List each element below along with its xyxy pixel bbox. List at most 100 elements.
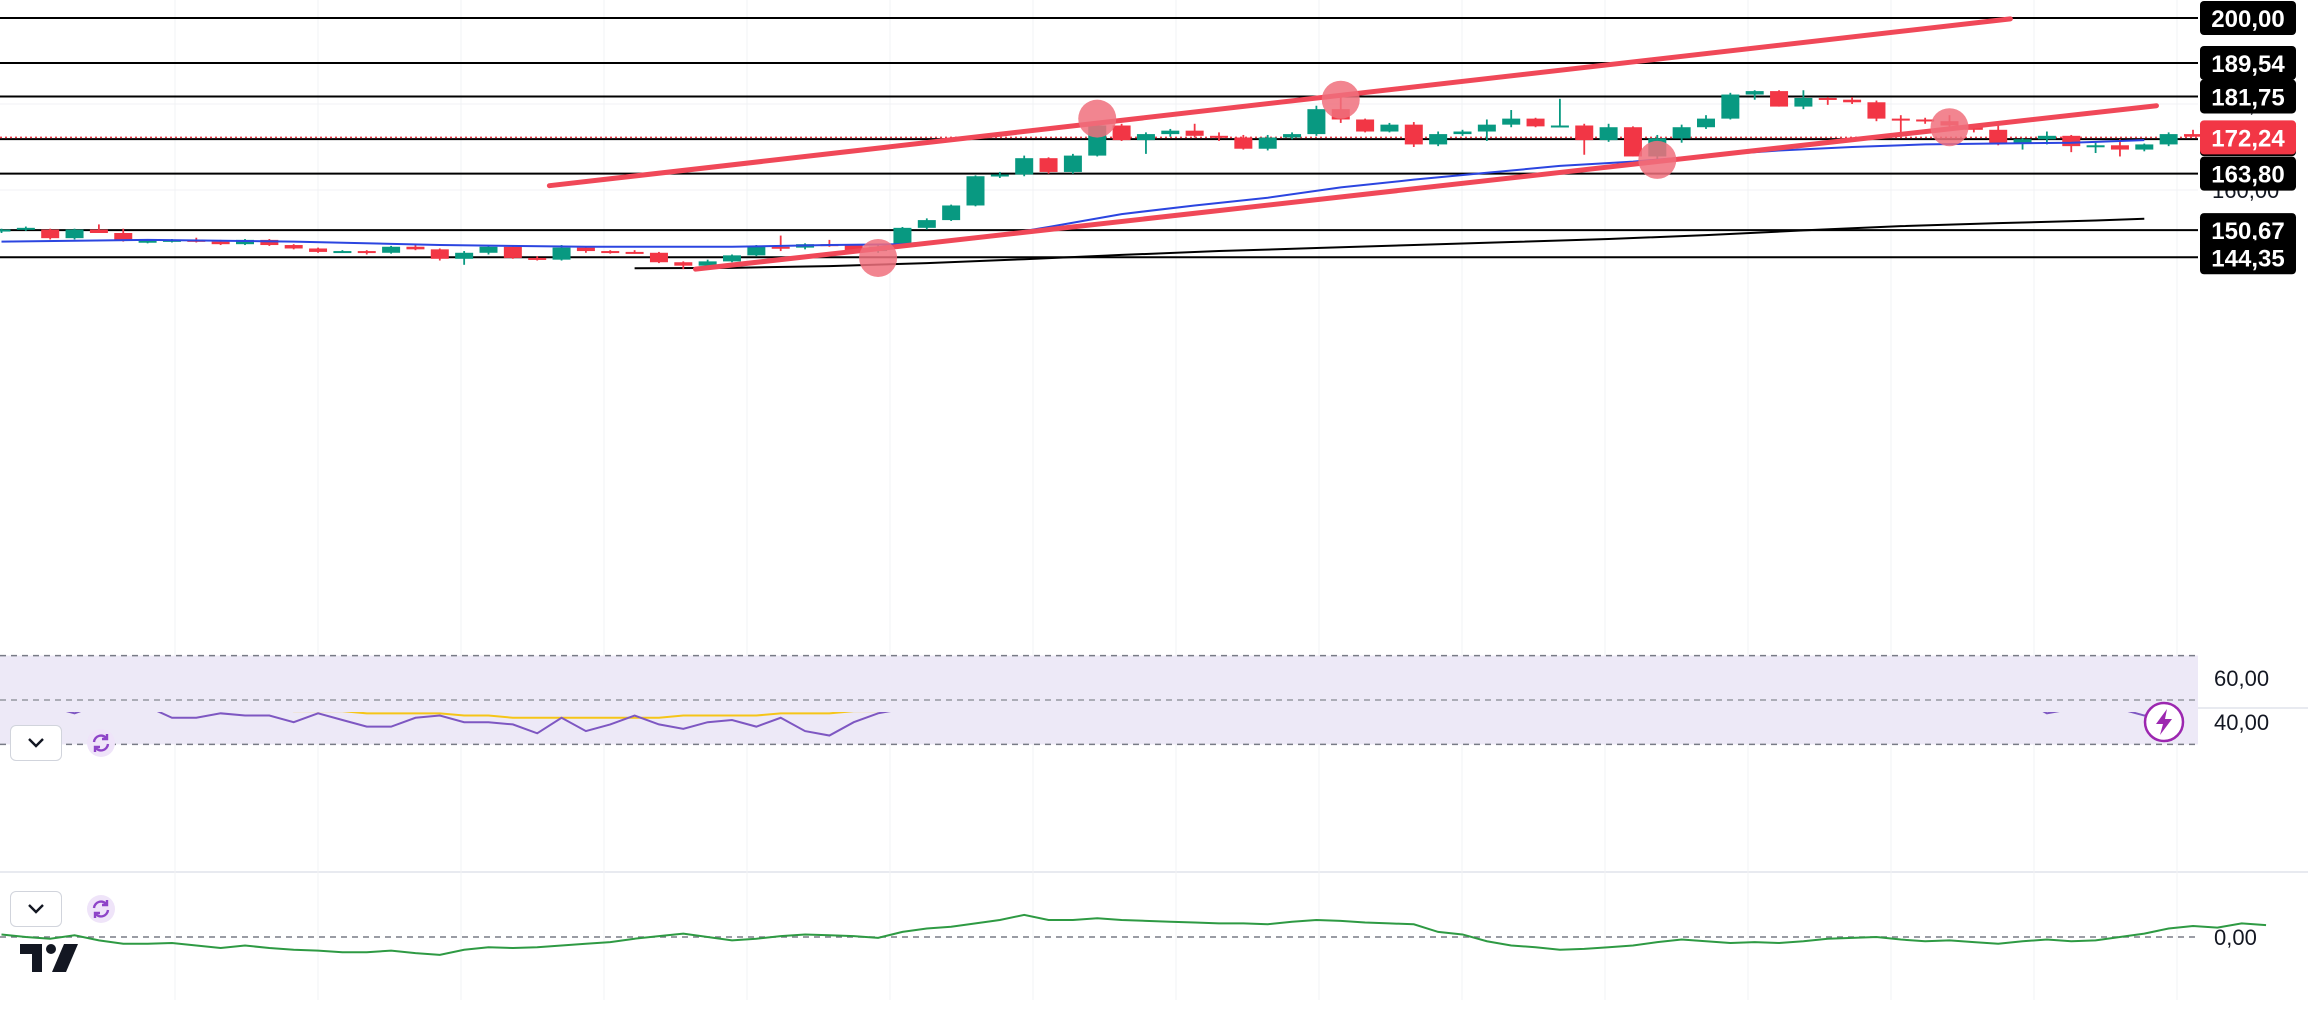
candle-body: [2135, 144, 2154, 150]
candle-body: [41, 229, 60, 239]
rsi-pane-sync-button[interactable]: [83, 725, 119, 761]
rsi-pane-toggle-button[interactable]: [10, 725, 62, 761]
candle-body: [138, 240, 157, 243]
macd-line: [1, 913, 2267, 956]
level-price-tag: 200,00: [2211, 6, 2284, 33]
macd-pane-sync-button[interactable]: [83, 891, 119, 927]
candle-body: [2062, 135, 2081, 147]
candle-body: [357, 251, 376, 254]
candle-body: [479, 246, 498, 253]
candle-body: [1526, 118, 1545, 127]
candle-body: [1550, 125, 1569, 128]
candle-body: [576, 247, 595, 252]
candle-body: [2184, 134, 2202, 137]
candle-body: [16, 227, 35, 230]
candle-body: [1185, 130, 1204, 136]
candle-body: [333, 251, 352, 254]
level-price-tag-bg: [2200, 213, 2296, 248]
candle-body: [236, 239, 254, 245]
candle-body: [0, 229, 11, 232]
candle-body: [284, 245, 303, 249]
level-price-tag: 189,54: [2211, 51, 2285, 78]
candle-body: [89, 229, 108, 233]
candle-body: [2110, 145, 2129, 150]
chevron-down-icon: [28, 738, 44, 748]
channel-touch-marker: [1638, 140, 1677, 179]
candle-body: [1672, 127, 1691, 139]
candle-body: [1697, 118, 1715, 128]
candle-body: [1818, 97, 1837, 100]
channel-upper-line[interactable]: [546, 16, 2013, 189]
macd-pane-toggle-button[interactable]: [10, 891, 62, 927]
channel-touch-marker: [1321, 80, 1360, 119]
candle-body: [844, 245, 863, 252]
candle-body: [917, 220, 936, 228]
channel-lower-line[interactable]: [692, 103, 2159, 272]
candle-body: [1745, 91, 1764, 95]
channel-touch-marker: [1078, 99, 1117, 138]
candle-body: [1891, 118, 1910, 121]
level-price-tag: 163,80: [2211, 162, 2284, 189]
candle-body: [1867, 102, 1886, 119]
candle-body: [1429, 134, 1448, 145]
candle-body: [1112, 125, 1131, 141]
candle-body: [260, 239, 279, 246]
candle-body: [430, 249, 449, 259]
candle-body: [1161, 130, 1180, 135]
candle-body: [1843, 99, 1862, 103]
candle-body: [1477, 124, 1496, 132]
candle-body: [1575, 125, 1594, 141]
candle-body: [2037, 135, 2056, 140]
candle-body: [2013, 139, 2032, 144]
channel-touch-marker: [1930, 108, 1969, 147]
macd-axis-tick: 0,00: [2214, 925, 2257, 950]
channel-touch-marker: [859, 238, 898, 277]
candle-body: [1404, 124, 1423, 145]
candle-body: [1989, 129, 2008, 144]
candle-body: [309, 248, 328, 252]
candle-body: [966, 176, 985, 206]
candle-body: [455, 252, 474, 259]
candle-body: [990, 174, 1009, 177]
candle-body: [1599, 127, 1618, 141]
candle-body: [1307, 109, 1326, 135]
level-price-tag-bg: [2200, 45, 2296, 80]
candle-body: [552, 247, 571, 260]
candle-body: [1916, 119, 1935, 122]
rsi-axis-tick: 60,00: [2214, 666, 2269, 691]
candle-body: [1380, 124, 1399, 132]
candle-body: [503, 246, 522, 258]
ma-short-line: [1, 139, 2145, 248]
candle-body: [1063, 155, 1082, 172]
candle-body: [1794, 97, 1813, 107]
candle-body: [649, 252, 668, 263]
tradingview-logo[interactable]: [20, 940, 84, 974]
level-price-tag: 144,35: [2211, 245, 2284, 272]
candle-body: [2086, 145, 2105, 148]
chevron-down-icon: [28, 904, 44, 914]
level-price-tag-bg: [2200, 240, 2296, 275]
candle-body: [1039, 158, 1058, 172]
candle-body: [674, 262, 693, 266]
candle-body: [1502, 118, 1521, 125]
candle-body: [1283, 134, 1302, 138]
candle-body: [65, 229, 84, 239]
last-price-tag-bg: [2200, 120, 2296, 155]
candle-body: [114, 233, 133, 241]
candle-body: [528, 257, 547, 260]
candle-body: [1623, 127, 1642, 157]
candle-body: [893, 227, 912, 247]
level-price-tag-bg: [2200, 156, 2296, 191]
candle-body: [1770, 91, 1789, 107]
candle-body: [1136, 134, 1155, 141]
candle-body: [1356, 119, 1375, 132]
last-price-tag: 172,24: [2211, 125, 2285, 152]
lightning-icon[interactable]: [2142, 700, 2186, 744]
candle-body: [382, 246, 401, 253]
candle-body: [1210, 135, 1228, 138]
rsi-ma-line: [292, 712, 880, 719]
candle-body: [723, 255, 741, 262]
level-price-tag-bg: [2200, 1, 2296, 35]
candle-body: [1258, 137, 1277, 149]
